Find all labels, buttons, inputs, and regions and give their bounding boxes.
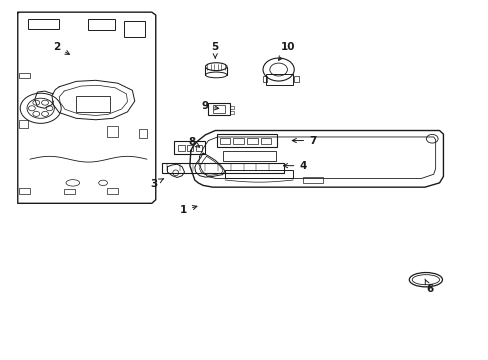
Bar: [222, 151, 276, 161]
Bar: [27, 19, 59, 30]
Bar: [139, 129, 147, 138]
Bar: [246, 138, 257, 144]
Bar: [178, 145, 184, 151]
Bar: [219, 138, 230, 144]
Text: 2: 2: [53, 42, 69, 54]
Bar: [229, 106, 233, 109]
Bar: [303, 177, 322, 183]
Bar: [19, 188, 30, 194]
Bar: [19, 73, 30, 78]
Bar: [19, 120, 28, 128]
Bar: [266, 74, 293, 85]
Text: 10: 10: [278, 42, 295, 60]
Bar: [195, 145, 202, 151]
Bar: [262, 76, 267, 82]
Bar: [186, 145, 193, 151]
Text: 3: 3: [150, 179, 163, 189]
Bar: [224, 170, 293, 178]
Bar: [293, 76, 298, 82]
Bar: [233, 138, 244, 144]
Bar: [174, 141, 205, 154]
Text: 5: 5: [211, 42, 219, 58]
Bar: [107, 188, 118, 194]
Bar: [64, 189, 75, 194]
Bar: [161, 163, 283, 173]
Bar: [216, 134, 277, 147]
Bar: [76, 96, 110, 112]
Bar: [260, 138, 271, 144]
Bar: [212, 105, 225, 113]
Text: 4: 4: [283, 161, 306, 171]
Bar: [208, 103, 229, 116]
Bar: [107, 126, 118, 137]
Bar: [124, 22, 144, 37]
Text: 7: 7: [292, 136, 316, 145]
Text: 9: 9: [202, 102, 218, 112]
Text: 6: 6: [424, 279, 432, 294]
Bar: [88, 19, 115, 30]
Text: 8: 8: [188, 138, 199, 147]
Text: 1: 1: [180, 206, 197, 216]
Bar: [229, 111, 233, 114]
